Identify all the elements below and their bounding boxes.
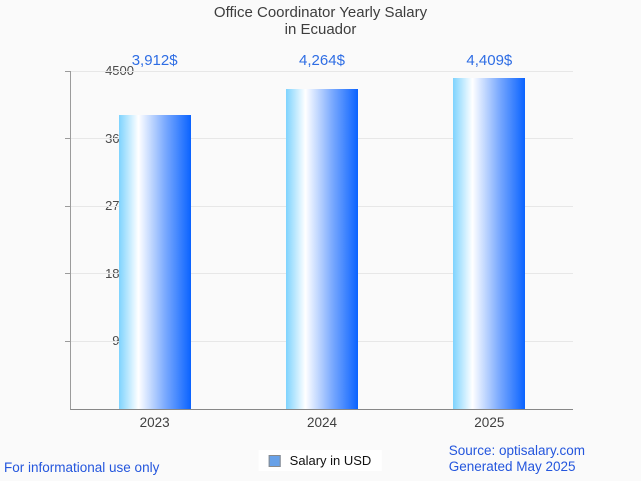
- legend-marker-icon: [268, 454, 281, 467]
- x-axis-label-2023: 2023: [139, 415, 170, 430]
- x-axis-label-2024: 2024: [306, 415, 338, 430]
- y-tickmark-900: [65, 340, 71, 342]
- legend[interactable]: Salary in USD: [258, 450, 382, 471]
- bar-2024[interactable]: [286, 88, 358, 409]
- gridline-4500: [71, 70, 573, 72]
- value-label-2023: 3,912$: [131, 52, 178, 69]
- chart-title: Office Coordinator Yearly Salary in Ecua…: [0, 4, 641, 38]
- generated-date: Generated May 2025: [448, 458, 576, 474]
- plot-area: 3,912$ 2023 4,264$ 2024 4,409$ 2025: [65, 52, 573, 430]
- y-tickmark-3600: [65, 138, 71, 140]
- y-tickmark-2700: [65, 205, 71, 207]
- disclaimer-text: For informational use only: [4, 460, 160, 475]
- bar-2025[interactable]: [453, 77, 526, 409]
- y-tickmark-1800: [65, 273, 71, 275]
- value-label-2025: 4,409$: [466, 52, 513, 69]
- source-link[interactable]: Source: optisalary.com: [448, 443, 585, 458]
- y-tickmark-4500: [65, 70, 71, 72]
- legend-label: Salary in USD: [289, 453, 372, 468]
- x-axis-label-2025: 2025: [474, 415, 505, 430]
- value-label-2024: 4,264$: [299, 52, 345, 69]
- chart-title-line1: Office Coordinator Yearly Salary: [213, 4, 428, 21]
- source-block: Source: optisalary.com Generated May 202…: [449, 443, 585, 474]
- bar-2023[interactable]: [118, 115, 191, 409]
- chart-title-line2: in Ecuador: [284, 20, 357, 38]
